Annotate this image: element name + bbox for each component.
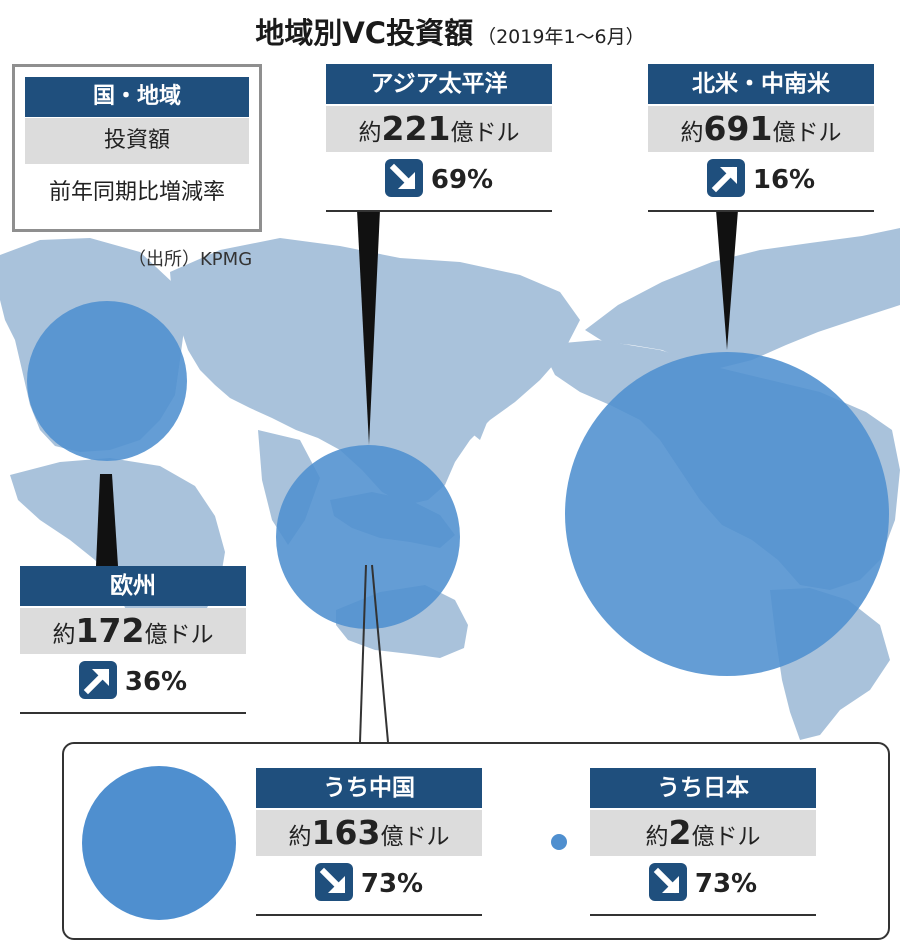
japan-bubble [551, 834, 567, 850]
arrow-up-right-icon [78, 660, 117, 699]
legend-header: 国・地域 [25, 77, 249, 117]
asia-pacific-bubble [276, 445, 460, 629]
change-value: 69% [430, 165, 494, 195]
amount-unit: 億ドル [772, 120, 842, 146]
amount-unit: 億ドル [144, 622, 214, 648]
arrow-down-right-icon [648, 862, 687, 901]
china-bubble [82, 766, 236, 920]
asia-pacific-pointer [357, 210, 380, 445]
region-change: 69% [326, 156, 552, 204]
amount-prefix: 約 [52, 622, 76, 648]
region-name: 北米・中南米 [648, 64, 874, 104]
source-note: （出所）KPMG [128, 249, 253, 270]
amount-prefix: 約 [680, 120, 704, 146]
arrow-up-right-icon [706, 158, 745, 197]
card-divider [20, 712, 246, 714]
legend-rate: 前年同期比増減率 [48, 180, 225, 205]
amount-prefix: 約 [358, 120, 382, 146]
region-amount: 約691億ドル [648, 106, 874, 152]
card-china: うち中国 約163億ドル 73% [256, 768, 482, 916]
amount-unit: 億ドル [380, 824, 450, 850]
americas-pointer [716, 210, 738, 350]
amount-value: 2 [668, 813, 692, 852]
region-name: アジア太平洋 [326, 64, 552, 104]
region-change: 73% [256, 860, 482, 908]
region-name: うち日本 [590, 768, 816, 808]
legend-box: 国・地域 投資額 前年同期比増減率 [12, 64, 262, 232]
card-divider [326, 210, 552, 212]
amount-value: 172 [75, 611, 145, 650]
region-change: 16% [648, 156, 874, 204]
breakout-connector-right [371, 564, 389, 743]
card-asia-pacific: アジア太平洋 約221億ドル 69% [326, 64, 552, 212]
europe-bubble [27, 301, 187, 461]
amount-value: 163 [311, 813, 381, 852]
change-value: 36% [124, 667, 188, 697]
region-change: 73% [590, 860, 816, 908]
amount-unit: 億ドル [691, 824, 761, 850]
card-europe: 欧州 約172億ドル 36% [20, 566, 246, 714]
amount-prefix: 約 [288, 824, 312, 850]
arrow-down-right-icon [314, 862, 353, 901]
americas-bubble [565, 352, 889, 676]
chart-title: 地域別VC投資額 （2019年1〜6月） [0, 10, 900, 52]
change-value: 16% [752, 165, 816, 195]
title-main: 地域別VC投資額 [255, 16, 474, 50]
region-amount: 約221億ドル [326, 106, 552, 152]
europe-pointer [96, 474, 118, 566]
amount-prefix: 約 [645, 824, 669, 850]
card-divider [648, 210, 874, 212]
change-value: 73% [694, 869, 758, 899]
change-value: 73% [360, 869, 424, 899]
region-amount: 約172億ドル [20, 608, 246, 654]
region-amount: 約2億ドル [590, 810, 816, 856]
amount-value: 691 [703, 109, 773, 148]
card-japan: うち日本 約2億ドル 73% [590, 768, 816, 916]
title-period: （2019年1〜6月） [477, 26, 645, 48]
legend-amount: 投資額 [25, 118, 249, 164]
region-amount: 約163億ドル [256, 810, 482, 856]
region-name: 欧州 [20, 566, 246, 606]
amount-value: 221 [381, 109, 451, 148]
region-name: うち中国 [256, 768, 482, 808]
card-divider [256, 914, 482, 916]
region-change: 36% [20, 658, 246, 706]
arrow-down-right-icon [384, 158, 423, 197]
breakout-connector-left [359, 564, 367, 743]
card-americas: 北米・中南米 約691億ドル 16% [648, 64, 874, 212]
amount-unit: 億ドル [450, 120, 520, 146]
card-divider [590, 914, 816, 916]
